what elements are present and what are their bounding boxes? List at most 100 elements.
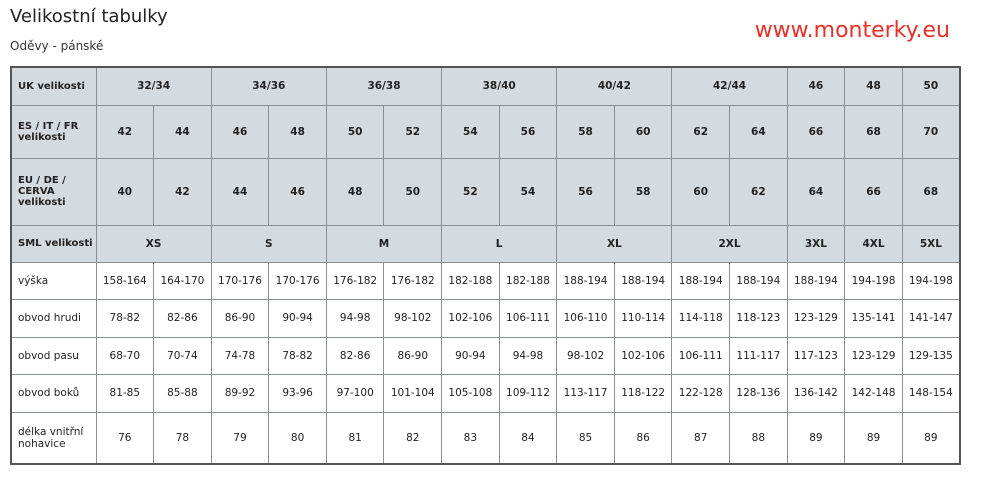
table-cell: S bbox=[210, 224, 327, 263]
table-cell: 94-98 bbox=[498, 336, 558, 375]
table-cell: 89 bbox=[844, 411, 903, 465]
size-table: UK velikosti 32/34 34/36 36/38 38/40 40/42 42/… bbox=[10, 66, 961, 465]
table-row: délka vnitřní nohavice 76 78 79 80 81 82 83 84 85… bbox=[10, 411, 961, 465]
table-cell: 56 bbox=[556, 157, 615, 226]
table-cell: 44 bbox=[153, 104, 212, 159]
table-cell: 78-82 bbox=[268, 336, 327, 375]
table-cell: 84 bbox=[498, 411, 558, 465]
table-cell: 62 bbox=[729, 157, 788, 226]
table-cell: 188-194 bbox=[786, 261, 846, 300]
table-cell: 86 bbox=[613, 411, 673, 465]
table-cell: 42/44 bbox=[671, 66, 788, 106]
table-cell: 4XL bbox=[844, 224, 903, 263]
table-cell: 86-90 bbox=[383, 336, 443, 375]
table-cell: 106-111 bbox=[498, 298, 558, 338]
table-cell: 89-92 bbox=[210, 373, 270, 413]
table-cell: XS bbox=[95, 224, 212, 263]
table-cell: 117-123 bbox=[786, 336, 846, 375]
table-cell: 68-70 bbox=[95, 336, 155, 375]
table-cell: 123-129 bbox=[844, 336, 903, 375]
table-row: obvod pasu 68-70 70-74 74-78 78-82 82-86 86-90… bbox=[10, 336, 961, 375]
table-cell: 58 bbox=[556, 104, 615, 159]
table-cell: 148-154 bbox=[901, 373, 961, 413]
table-cell: 128-136 bbox=[729, 373, 788, 413]
table-cell: 98-102 bbox=[556, 336, 615, 375]
table-cell: 68 bbox=[901, 157, 961, 226]
table-cell: 42 bbox=[95, 104, 155, 159]
table-cell: 94-98 bbox=[325, 298, 385, 338]
table-cell: 102-106 bbox=[613, 336, 673, 375]
table-cell: 176-182 bbox=[383, 261, 443, 300]
table-cell: 52 bbox=[383, 104, 443, 159]
table-cell: 110-114 bbox=[613, 298, 673, 338]
row-label: EU / DE / CERVA velikosti bbox=[10, 157, 97, 226]
table-cell: 114-118 bbox=[671, 298, 731, 338]
table-cell: 83 bbox=[441, 411, 500, 465]
table-cell: 60 bbox=[613, 104, 673, 159]
row-label: obvod pasu bbox=[10, 336, 97, 375]
table-cell: 113-117 bbox=[556, 373, 615, 413]
table-cell: 88 bbox=[729, 411, 788, 465]
page-title: Velikostní tabulky bbox=[10, 6, 168, 27]
table-cell: 54 bbox=[498, 157, 558, 226]
table-cell: 48 bbox=[844, 66, 903, 106]
table-cell: 170-176 bbox=[268, 261, 327, 300]
table-cell: 182-188 bbox=[441, 261, 500, 300]
table-cell: 85-88 bbox=[153, 373, 212, 413]
table-cell: 70 bbox=[901, 104, 961, 159]
table-cell: 158-164 bbox=[95, 261, 155, 300]
table-cell: 54 bbox=[441, 104, 500, 159]
table-cell: 40 bbox=[95, 157, 155, 226]
table-cell: 118-122 bbox=[613, 373, 673, 413]
table-cell: 36/38 bbox=[325, 66, 443, 106]
table-row: SML velikosti XS S M L XL 2XL 3XL 4XL 5XL bbox=[10, 224, 961, 263]
table-cell: 82-86 bbox=[325, 336, 385, 375]
table-cell: 176-182 bbox=[325, 261, 385, 300]
page-subtitle: Oděvy - pánské bbox=[10, 39, 104, 53]
table-cell: 194-198 bbox=[844, 261, 903, 300]
table-cell: 97-100 bbox=[325, 373, 385, 413]
table-cell: 50 bbox=[383, 157, 443, 226]
table-row: obvod hrudi 78-82 82-86 86-90 90-94 94-98 98-1… bbox=[10, 298, 961, 338]
table-cell: 3XL bbox=[786, 224, 846, 263]
row-label: UK velikosti bbox=[10, 66, 97, 106]
table-cell: 89 bbox=[901, 411, 961, 465]
table-row: výška 158-164 164-170 170-176 170-176 176-182… bbox=[10, 261, 961, 300]
table-cell: M bbox=[325, 224, 443, 263]
table-cell: 81-85 bbox=[95, 373, 155, 413]
row-label: obvod hrudi bbox=[10, 298, 97, 338]
table-cell: 141-147 bbox=[901, 298, 961, 338]
table-cell: 56 bbox=[498, 104, 558, 159]
table-cell: 98-102 bbox=[383, 298, 443, 338]
table-cell: 62 bbox=[671, 104, 731, 159]
watermark: www.monterky.eu bbox=[754, 18, 950, 43]
table-cell: 81 bbox=[325, 411, 385, 465]
table-cell: 5XL bbox=[901, 224, 961, 263]
table-cell: 32/34 bbox=[95, 66, 212, 106]
table-cell: 105-108 bbox=[441, 373, 500, 413]
table-cell: 182-188 bbox=[498, 261, 558, 300]
table-cell: 46 bbox=[210, 104, 270, 159]
table-cell: 60 bbox=[671, 157, 731, 226]
table-cell: 82 bbox=[383, 411, 443, 465]
table-cell: 34/36 bbox=[210, 66, 327, 106]
table-cell: 38/40 bbox=[441, 66, 558, 106]
table-cell: 78-82 bbox=[95, 298, 155, 338]
table-cell: 90-94 bbox=[268, 298, 327, 338]
table-cell: 46 bbox=[268, 157, 327, 226]
table-cell: L bbox=[441, 224, 558, 263]
table-cell: 82-86 bbox=[153, 298, 212, 338]
table-cell: 68 bbox=[844, 104, 903, 159]
table-cell: 188-194 bbox=[671, 261, 731, 300]
table-cell: 111-117 bbox=[729, 336, 788, 375]
table-row: ES / IT / FR velikosti 42 44 46 48 50 52 54 56 58… bbox=[10, 104, 961, 159]
table-cell: 188-194 bbox=[556, 261, 615, 300]
table-cell: 42 bbox=[153, 157, 212, 226]
table-cell: 142-148 bbox=[844, 373, 903, 413]
table-cell: 102-106 bbox=[441, 298, 500, 338]
table-cell: 136-142 bbox=[786, 373, 846, 413]
table-cell: 123-129 bbox=[786, 298, 846, 338]
table-cell: 64 bbox=[729, 104, 788, 159]
table-cell: 64 bbox=[786, 157, 846, 226]
table-cell: 118-123 bbox=[729, 298, 788, 338]
